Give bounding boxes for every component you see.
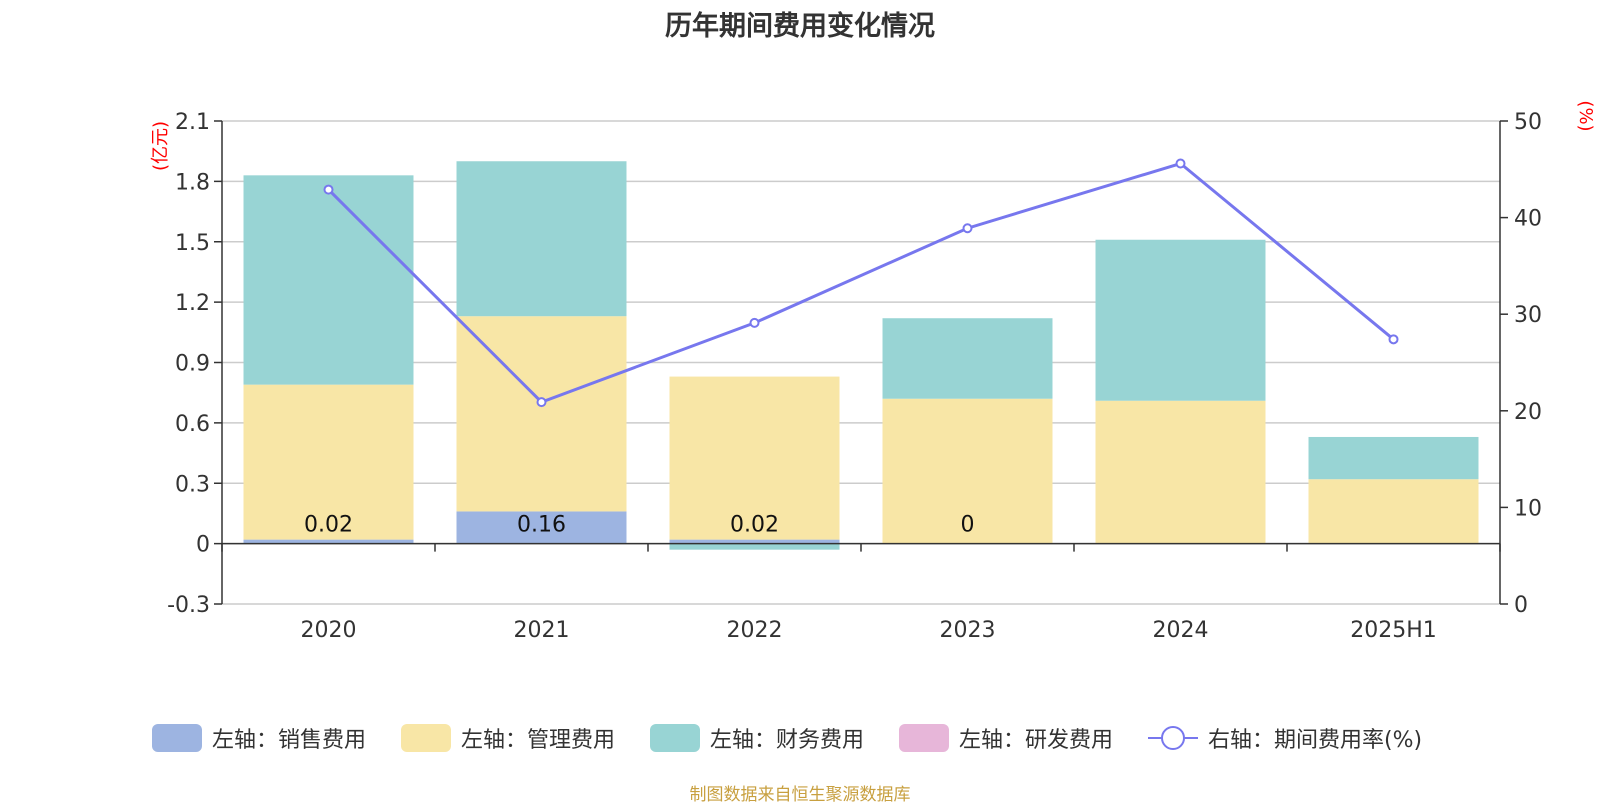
bar-finance-2023 xyxy=(882,318,1053,399)
data-labels: 0.02 0.16 0.02 0 xyxy=(304,513,974,538)
legend-item-sales[interactable]: 左轴：销售费用 xyxy=(152,720,366,756)
left-tick-label: 0.3 xyxy=(175,472,210,497)
grid-lines xyxy=(222,120,1500,605)
left-tick-label: 1.8 xyxy=(175,170,210,195)
bar-admin-2025H1 xyxy=(1308,479,1479,544)
left-tick-label: 0.6 xyxy=(175,412,210,437)
chart-plot: 2.1 1.8 1.5 1.2 0.9 0.6 0.3 0 -0.3 50 40 30 20 10 0 (亿元… xyxy=(150,100,1596,643)
right-axis-unit: (%) xyxy=(1575,100,1596,131)
chart-title: 历年期间费用变化情况 xyxy=(665,11,935,42)
axes: 2.1 1.8 1.5 1.2 0.9 0.6 0.3 0 -0.3 50 40 30 20 10 0 (亿元… xyxy=(150,100,1596,643)
left-tick-label: 1.5 xyxy=(175,231,210,256)
bar-sales-2020 xyxy=(243,539,414,544)
legend-label-rd: 左轴：研发费用 xyxy=(959,728,1114,753)
left-tick-label: -0.3 xyxy=(167,593,210,618)
right-tick-label: 10 xyxy=(1514,496,1542,521)
bar-admin-2020 xyxy=(243,384,414,540)
right-tick-label: 0 xyxy=(1514,593,1528,618)
legend-label-admin: 左轴：管理费用 xyxy=(461,728,616,753)
data-label: 0 xyxy=(961,513,975,538)
rate-point-2020 xyxy=(323,184,334,195)
legend-swatch-finance xyxy=(650,724,700,752)
left-tick-label: 1.2 xyxy=(175,291,210,316)
left-axis-unit: (亿元) xyxy=(150,121,171,171)
legend-item-admin[interactable]: 左轴：管理费用 xyxy=(401,720,615,756)
x-tick-label: 2021 xyxy=(514,618,570,643)
rate-point-2022 xyxy=(749,317,760,328)
legend-item-rd[interactable]: 左轴：研发费用 xyxy=(899,720,1113,756)
rate-line xyxy=(327,161,1395,404)
bar-admin-2022 xyxy=(669,376,840,540)
legend-label-rate: 右轴：期间费用率(%) xyxy=(1208,728,1423,753)
bar-sales-2021 xyxy=(456,511,627,544)
rate-point-2025H1 xyxy=(1388,334,1399,345)
rate-point-2021 xyxy=(536,397,547,408)
bar-finance-2021 xyxy=(456,161,627,317)
data-label: 0.02 xyxy=(304,513,353,538)
rate-point-2023 xyxy=(962,223,973,234)
bar-sales-2022 xyxy=(669,539,840,544)
rate-point-2024 xyxy=(1175,158,1186,169)
bar-admin-2023 xyxy=(882,398,1053,544)
bar-finance-2024 xyxy=(1095,239,1266,401)
bar-finance-2025H1 xyxy=(1308,436,1479,480)
bar-finance-2020 xyxy=(243,175,414,385)
x-tick-label: 2025H1 xyxy=(1350,618,1437,643)
data-label: 0.16 xyxy=(517,513,566,538)
legend-item-rate[interactable]: 右轴：期间费用率(%) xyxy=(1148,720,1422,756)
source-note: 制图数据来自恒生聚源数据库 xyxy=(689,785,911,805)
left-tick-label: 0 xyxy=(196,533,210,558)
bar-finance-2022 xyxy=(669,543,840,550)
left-tick-label: 0.9 xyxy=(175,352,210,377)
left-tick-label: 2.1 xyxy=(175,110,210,135)
right-tick-label: 50 xyxy=(1514,110,1542,135)
right-tick-label: 40 xyxy=(1514,207,1542,232)
legend-label-finance: 左轴：财务费用 xyxy=(710,728,865,753)
legend-swatch-admin xyxy=(401,724,451,752)
x-tick-label: 2022 xyxy=(727,618,783,643)
legend-swatch-rd xyxy=(899,724,949,752)
bar-series xyxy=(243,161,1479,550)
x-tick-label: 2024 xyxy=(1153,618,1209,643)
legend-item-finance[interactable]: 左轴：财务费用 xyxy=(650,720,864,756)
x-tick-label: 2020 xyxy=(301,618,357,643)
right-tick-label: 20 xyxy=(1514,400,1542,425)
data-label: 0.02 xyxy=(730,513,779,538)
bar-admin-2024 xyxy=(1095,400,1266,544)
legend-label-sales: 左轴：销售费用 xyxy=(212,728,367,753)
bar-admin-2021 xyxy=(456,316,627,512)
legend-swatch-sales xyxy=(152,724,202,752)
rate-line-series xyxy=(323,158,1399,408)
x-tick-label: 2023 xyxy=(940,618,996,643)
legend: 左轴：销售费用 左轴：管理费用 左轴：财务费用 左轴：研发费用 右轴：期间费用率… xyxy=(0,720,1600,756)
legend-line-rate-icon xyxy=(1148,726,1198,750)
right-tick-label: 30 xyxy=(1514,303,1542,328)
